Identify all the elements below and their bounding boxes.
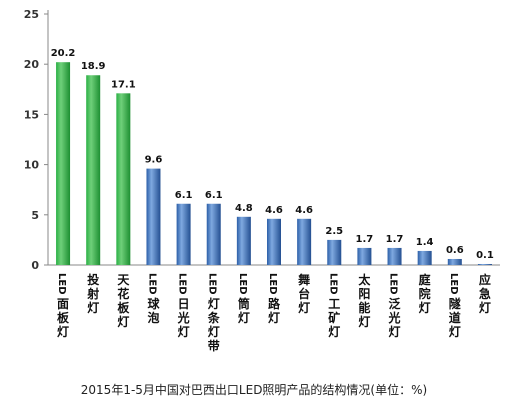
data-label: 9.6 — [145, 155, 163, 166]
data-label: 6.1 — [205, 190, 223, 201]
category-label: 路灯 — [268, 296, 281, 325]
category-label-led: LED — [237, 273, 248, 295]
data-labels: 20.2 18.9 17.1 9.6 6.1 6.1 4.8 4.6 4.6 2.5 1.7 1.7 1… — [51, 48, 494, 261]
y-tick-label: 25 — [24, 8, 39, 21]
category-label: 庭院灯 — [419, 272, 431, 315]
data-label: 4.6 — [295, 205, 313, 216]
category-label: 灯条灯带 — [207, 296, 221, 353]
data-label: 0.6 — [446, 245, 464, 256]
bar — [267, 218, 281, 265]
data-label: 1.7 — [356, 234, 374, 245]
category-label: 隧道灯 — [449, 296, 461, 339]
bar — [447, 258, 462, 265]
category-label: 太阳能灯 — [358, 272, 371, 329]
data-label: 0.1 — [476, 250, 494, 261]
category-label-led: LED — [267, 273, 278, 295]
bar — [146, 168, 161, 265]
category-label-led: LED — [177, 273, 188, 295]
data-label: 2.5 — [325, 226, 343, 237]
category-label: 天花板灯 — [117, 273, 130, 329]
y-tick-label: 10 — [24, 159, 40, 172]
bar-chart: 0 5 10 15 20 25 20.2 18.9 17.1 9.6 6.1 6.1 4.8 4.6 4.… — [24, 8, 500, 353]
data-label: 1.4 — [416, 237, 434, 248]
bar — [417, 250, 432, 265]
bar — [176, 203, 191, 265]
y-tick-label: 20 — [24, 58, 40, 71]
data-label: 1.7 — [386, 234, 404, 245]
category-label-led: LED — [146, 273, 157, 295]
category-label-led: LED — [388, 273, 399, 295]
category-label-led: LED — [56, 273, 67, 295]
bar — [477, 263, 492, 265]
category-label: 泛光灯 — [388, 296, 401, 339]
bar — [86, 75, 101, 265]
data-label: 4.6 — [265, 205, 283, 216]
category-label: 面板灯 — [57, 297, 70, 339]
bar — [327, 239, 342, 265]
category-label: 日光灯 — [177, 297, 190, 339]
category-label: 应急灯 — [479, 272, 491, 315]
bar — [56, 62, 71, 265]
y-tick-label: 15 — [24, 108, 39, 121]
bar — [357, 247, 372, 265]
category-label: 筒灯 — [238, 296, 250, 325]
data-label: 18.9 — [81, 61, 106, 72]
category-label: 球泡 — [147, 296, 160, 325]
chart-caption: 2015年1-5月中国对巴西出口LED照明产品的结构情况(单位：%) — [80, 383, 428, 397]
category-label-led: LED — [327, 273, 338, 295]
category-label: 工矿灯 — [328, 297, 340, 339]
data-label: 6.1 — [175, 190, 193, 201]
category-label-led: LED — [207, 273, 218, 295]
y-tick-label: 0 — [31, 259, 39, 272]
bar — [236, 216, 251, 265]
category-label: 投射灯 — [86, 272, 99, 315]
data-label: 20.2 — [51, 48, 76, 59]
category-label: 舞台灯 — [297, 272, 310, 315]
y-tick-label: 5 — [31, 209, 39, 222]
bars — [56, 62, 492, 265]
bar — [116, 93, 131, 265]
data-label: 4.8 — [235, 203, 253, 214]
bar — [387, 247, 402, 265]
category-label-led: LED — [448, 273, 459, 295]
bar — [206, 203, 221, 265]
data-label: 17.1 — [111, 79, 136, 90]
bar — [297, 218, 312, 265]
